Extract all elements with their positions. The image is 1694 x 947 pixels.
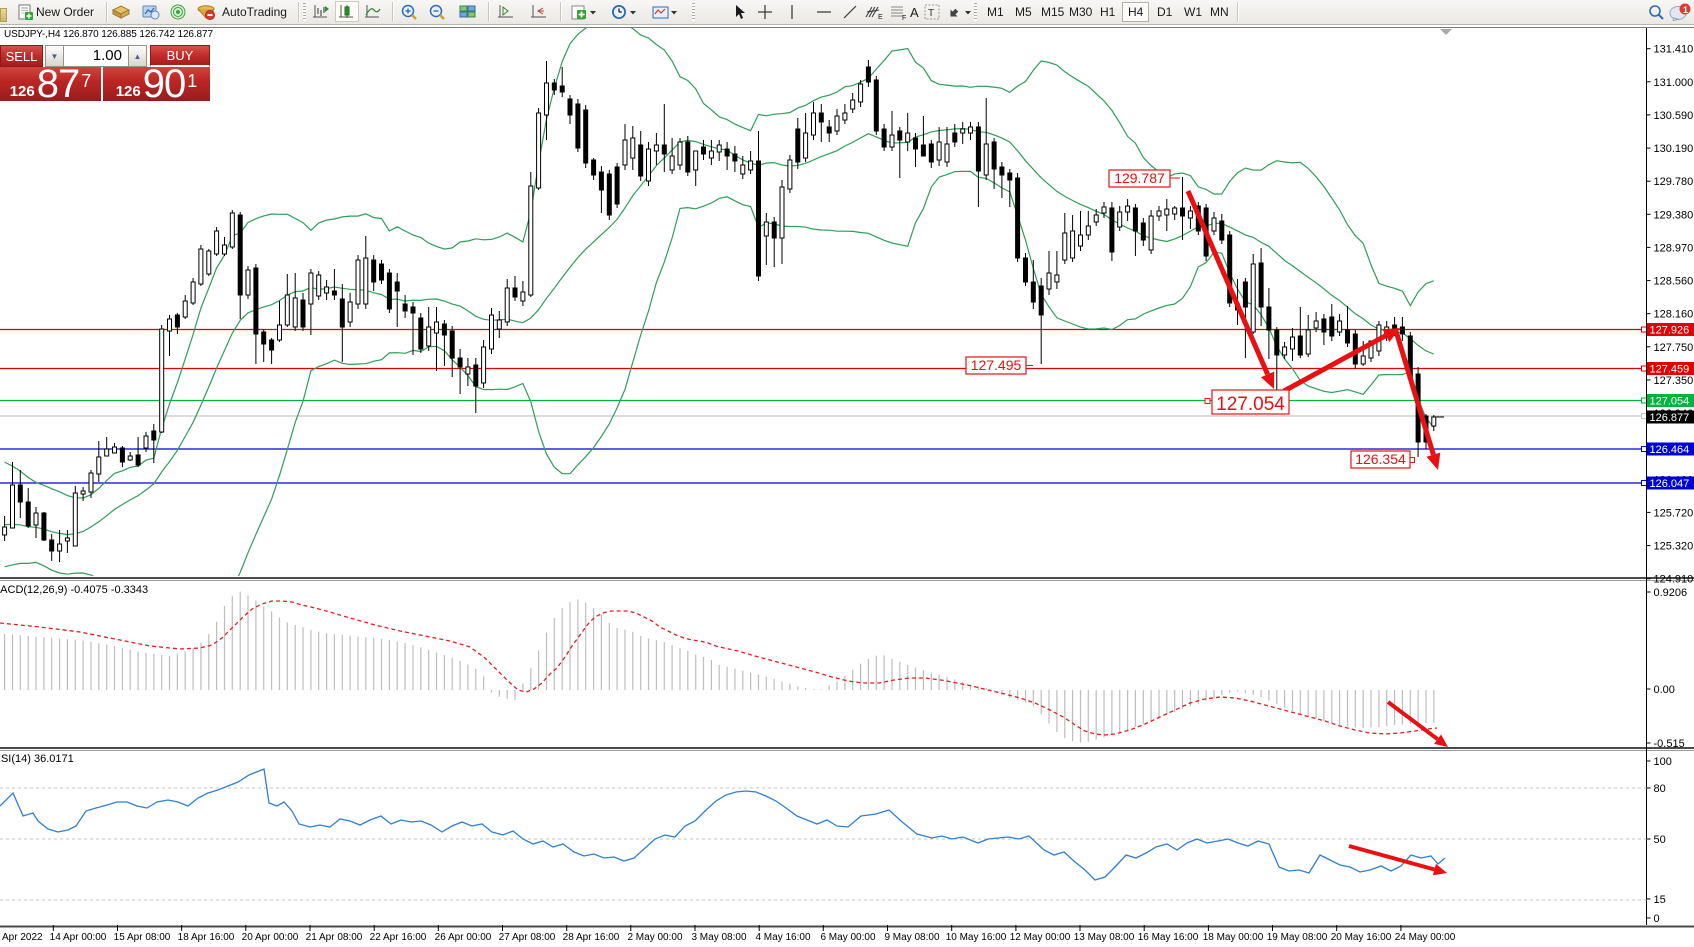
svg-text:125.320: 125.320 [1654, 541, 1694, 553]
svg-text:MACD(12,26,9) -0.4075 -0.3343: MACD(12,26,9) -0.4075 -0.3343 [0, 584, 148, 596]
svg-text:21 Apr 08:00: 21 Apr 08:00 [306, 932, 363, 943]
svg-text:20 Apr 00:00: 20 Apr 00:00 [242, 932, 299, 943]
svg-text:6 May 00:00: 6 May 00:00 [820, 932, 875, 943]
svg-text:24 May 00:00: 24 May 00:00 [1395, 932, 1456, 943]
svg-text:18 Apr 16:00: 18 Apr 16:00 [178, 932, 235, 943]
svg-text:15: 15 [1654, 894, 1666, 906]
svg-text:80: 80 [1654, 783, 1666, 795]
svg-text:0.9206: 0.9206 [1654, 587, 1688, 599]
svg-text:19 May 08:00: 19 May 08:00 [1267, 932, 1328, 943]
svg-text:26 Apr 00:00: 26 Apr 00:00 [435, 932, 492, 943]
svg-text:130.190: 130.190 [1654, 143, 1694, 155]
svg-text:126.354: 126.354 [1355, 451, 1406, 467]
svg-text:127.750: 127.750 [1654, 342, 1694, 354]
svg-text:128.160: 128.160 [1654, 309, 1694, 321]
svg-text:20 May 16:00: 20 May 16:00 [1331, 932, 1392, 943]
svg-text:9 May 08:00: 9 May 08:00 [884, 932, 939, 943]
svg-text:131.000: 131.000 [1654, 77, 1694, 89]
svg-text:16 May 16:00: 16 May 16:00 [1138, 932, 1199, 943]
svg-text:USDJPY-,H4 126.870 126.885 12: USDJPY-,H4 126.870 126.885 126.742 126.8… [4, 29, 213, 40]
svg-text:3 May 08:00: 3 May 08:00 [691, 932, 746, 943]
svg-text:126.047: 126.047 [1650, 478, 1690, 490]
svg-text:127.926: 127.926 [1650, 325, 1690, 337]
svg-text:124.910: 124.910 [1654, 574, 1694, 586]
svg-text:1: 1 [1683, 5, 1688, 15]
svg-text:15 Apr 08:00: 15 Apr 08:00 [114, 932, 171, 943]
svg-text:28 Apr 16:00: 28 Apr 16:00 [563, 932, 620, 943]
svg-text:131.410: 131.410 [1654, 44, 1694, 56]
svg-text:22 Apr 16:00: 22 Apr 16:00 [370, 932, 427, 943]
svg-text:127.350: 127.350 [1654, 375, 1694, 387]
svg-text:T: T [928, 8, 934, 19]
svg-text:0.00: 0.00 [1654, 684, 1675, 696]
svg-text:128.560: 128.560 [1654, 276, 1694, 288]
svg-text:128.970: 128.970 [1654, 242, 1694, 254]
svg-text:0: 0 [1654, 913, 1660, 925]
svg-text:F: F [902, 15, 906, 21]
svg-text:129.787: 129.787 [1114, 170, 1165, 186]
svg-text:127.459: 127.459 [1650, 364, 1690, 376]
svg-text:50: 50 [1654, 834, 1666, 846]
svg-text:100: 100 [1654, 756, 1672, 768]
svg-text:126.464: 126.464 [1650, 444, 1690, 456]
svg-text:E: E [878, 14, 883, 21]
svg-text:2 May 00:00: 2 May 00:00 [627, 932, 682, 943]
svg-text:-0.515: -0.515 [1654, 738, 1685, 750]
svg-text:27 Apr 08:00: 27 Apr 08:00 [499, 932, 556, 943]
svg-text:Apr 2022: Apr 2022 [2, 932, 43, 943]
svg-text:130.590: 130.590 [1654, 110, 1694, 122]
svg-text:RSI(14) 36.0171: RSI(14) 36.0171 [0, 753, 74, 765]
svg-text:10 May 16:00: 10 May 16:00 [946, 932, 1007, 943]
svg-text:4 May 16:00: 4 May 16:00 [755, 932, 810, 943]
svg-text:127.054: 127.054 [1650, 396, 1690, 408]
svg-text:126.877: 126.877 [1650, 412, 1690, 424]
svg-text:18 May 00:00: 18 May 00:00 [1203, 932, 1264, 943]
svg-text:127.495: 127.495 [971, 357, 1022, 373]
svg-text:13 May 08:00: 13 May 08:00 [1074, 932, 1135, 943]
svg-text:129.780: 129.780 [1654, 176, 1694, 188]
svg-text:125.720: 125.720 [1654, 507, 1694, 519]
svg-text:14 Apr 00:00: 14 Apr 00:00 [50, 932, 107, 943]
svg-text:127.054: 127.054 [1216, 394, 1285, 415]
svg-text:12 May 00:00: 12 May 00:00 [1010, 932, 1071, 943]
svg-text:129.380: 129.380 [1654, 209, 1694, 221]
